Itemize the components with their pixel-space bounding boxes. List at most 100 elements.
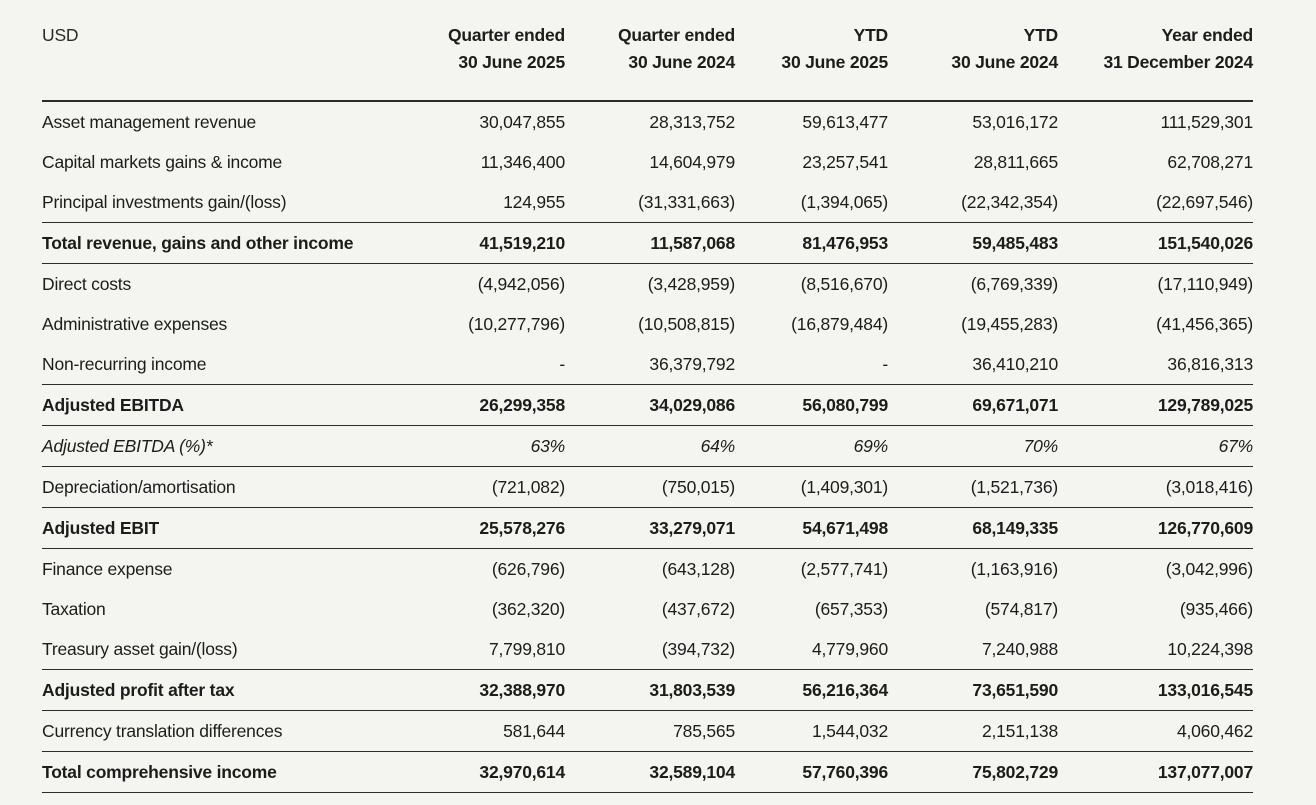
cell-value: (8,516,670)	[800, 274, 889, 294]
cell-value: 34,029,086	[565, 384, 735, 426]
cell-value: (626,796)	[491, 559, 565, 579]
cell-value: 32,589,104	[565, 751, 735, 793]
cell-value: (1,409,301)	[800, 477, 889, 497]
table-row: Total revenue, gains and other income 41,…	[42, 222, 1253, 264]
table-row: Administrative expenses (10,277,796) (10,5…	[42, 304, 1253, 344]
cell-value: 59,485,483	[888, 222, 1058, 264]
cell-value: 10,224,398	[1167, 639, 1253, 659]
row-label: Direct costs	[42, 274, 132, 294]
cell-value: 4,779,960	[811, 639, 888, 659]
column-header-line2: 30 June 2024	[628, 52, 735, 72]
cell-value: 75,802,729	[888, 751, 1058, 793]
column-header-line1: Year ended	[1161, 25, 1254, 45]
cell-value: 23,257,541	[802, 152, 888, 172]
header-row: USD Quarter ended 30 June 2025 Quarter e…	[42, 12, 1254, 102]
cell-value: (6,769,339)	[970, 274, 1059, 294]
cell-value: (394,732)	[661, 639, 735, 659]
cell-value: 36,816,313	[1167, 354, 1253, 374]
column-header-line2: 30 June 2025	[458, 52, 565, 72]
table-row: Total comprehensive income 32,970,614 32,5…	[42, 751, 1253, 793]
cell-value: (2,577,741)	[800, 559, 889, 579]
row-label: Total revenue, gains and other income	[42, 222, 382, 264]
cell-value: 111,529,301	[1160, 112, 1253, 132]
column-header-line1: Quarter ended	[447, 25, 565, 45]
cell-value: 133,016,545	[1058, 669, 1253, 711]
cell-value: (17,110,949)	[1157, 274, 1253, 294]
cell-value: (935,466)	[1179, 599, 1253, 619]
row-label: Currency translation differences	[42, 721, 283, 741]
table-row: Currency translation differences 581,644 7…	[42, 711, 1253, 752]
cell-value: 56,080,799	[735, 384, 888, 426]
table-row: Principal investments gain/(loss) 124,955…	[42, 182, 1253, 223]
cell-value: 785,565	[673, 721, 735, 741]
cell-value: (19,455,283)	[961, 314, 1058, 334]
cell-value: (643,128)	[661, 559, 735, 579]
column-header-ytd-2024: YTD 30 June 2024	[888, 12, 1059, 102]
cell-value: 126,770,609	[1058, 507, 1253, 549]
cell-value: 68,149,335	[888, 507, 1058, 549]
table-row: Adjusted EBIT 25,578,276 33,279,071 54,671,…	[42, 507, 1253, 549]
column-header-line2: 30 June 2025	[781, 52, 888, 72]
cell-value: 4,060,462	[1176, 721, 1253, 741]
cell-value: (41,456,365)	[1156, 314, 1253, 334]
cell-value: 59,613,477	[802, 112, 888, 132]
cell-value: 63%	[382, 425, 565, 467]
cell-value: (1,163,916)	[970, 559, 1059, 579]
cell-value: 57,760,396	[735, 751, 888, 793]
cell-value: 1,544,032	[811, 721, 888, 741]
cell-value: 36,379,792	[649, 354, 735, 374]
cell-value: 67%	[1058, 425, 1253, 467]
row-label: Finance expense	[42, 559, 173, 579]
cell-value: (22,697,546)	[1156, 192, 1253, 212]
row-label: Adjusted EBITDA	[42, 384, 382, 426]
cell-value: 14,604,979	[649, 152, 735, 172]
income-statement-table: USD Quarter ended 30 June 2025 Quarter e…	[42, 12, 1253, 793]
cell-value: (31,331,663)	[638, 192, 735, 212]
column-header-quarter-2024: Quarter ended 30 June 2024	[565, 12, 735, 102]
column-header-line1: Quarter ended	[617, 25, 735, 45]
row-label: Total comprehensive income	[42, 751, 382, 793]
cell-value: (437,672)	[661, 599, 735, 619]
row-label: Adjusted profit after tax	[42, 669, 382, 711]
cell-value: 64%	[565, 425, 735, 467]
row-label: Administrative expenses	[42, 314, 228, 334]
cell-value: 69,671,071	[888, 384, 1058, 426]
table-body: Asset management revenue 30,047,855 28,313…	[42, 101, 1253, 793]
row-label: Treasury asset gain/(loss)	[42, 639, 238, 659]
cell-value: 30,047,855	[479, 112, 565, 132]
cell-value: 28,313,752	[649, 112, 735, 132]
cell-value: 28,811,665	[973, 152, 1058, 172]
table-row: Asset management revenue 30,047,855 28,313…	[42, 101, 1253, 142]
cell-value: 32,388,970	[382, 669, 565, 711]
column-header-line2: 30 June 2024	[951, 52, 1058, 72]
cell-value: (750,015)	[661, 477, 735, 497]
cell-value: 11,346,400	[480, 152, 565, 172]
cell-value: 62,708,271	[1167, 152, 1253, 172]
cell-value: (3,042,996)	[1165, 559, 1254, 579]
table-row: Treasury asset gain/(loss) 7,799,810 (394,…	[42, 629, 1253, 670]
cell-value: -	[882, 354, 888, 374]
cell-value: 32,970,614	[382, 751, 565, 793]
cell-value: 81,476,953	[735, 222, 888, 264]
cell-value: 33,279,071	[565, 507, 735, 549]
table-row: Adjusted EBITDA (%)* 63% 64% 69% 70% 67%	[42, 425, 1253, 467]
cell-value: 25,578,276	[382, 507, 565, 549]
cell-value: (16,879,484)	[791, 314, 888, 334]
table-row: Adjusted EBITDA 26,299,358 34,029,086 56,08…	[42, 384, 1253, 426]
cell-value: 124,955	[503, 192, 565, 212]
column-header-line1: YTD	[1023, 25, 1059, 45]
column-header-year-2024: Year ended 31 December 2024	[1058, 12, 1254, 102]
cell-value: 11,587,068	[565, 222, 735, 264]
cell-value: (22,342,354)	[961, 192, 1058, 212]
table-row: Non-recurring income - 36,379,792 - 36,410,2…	[42, 344, 1253, 385]
cell-value: (574,817)	[984, 599, 1058, 619]
table-row: Taxation (362,320) (437,672) (657,353) (574,…	[42, 589, 1253, 629]
column-header-ytd-2025: YTD 30 June 2025	[735, 12, 888, 102]
cell-value: 151,540,026	[1058, 222, 1253, 264]
table-row: Direct costs (4,942,056) (3,428,959) (8,516…	[42, 264, 1253, 305]
row-label: Principal investments gain/(loss)	[42, 192, 287, 212]
row-label: Adjusted EBITDA (%)*	[42, 425, 382, 467]
cell-value: (1,394,065)	[800, 192, 889, 212]
row-label: Taxation	[42, 599, 106, 619]
